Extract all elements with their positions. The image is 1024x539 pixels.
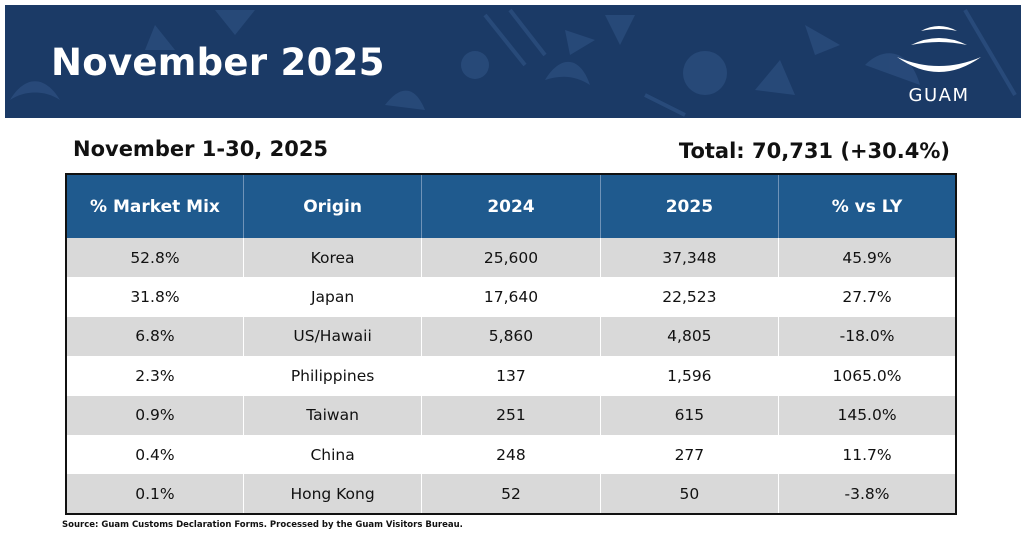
cell-origin: US/Hawaii	[243, 316, 423, 357]
guam-logo: GUAM	[887, 17, 991, 112]
column-header-2024: 2024	[421, 174, 601, 238]
cell-2025: 1,596	[600, 356, 780, 396]
table-row: 31.8% Japan 17,640 22,523 27.7%	[66, 277, 956, 317]
table-row: 2.3% Philippines 137 1,596 1065.0%	[66, 356, 956, 396]
logo-text: GUAM	[908, 85, 970, 106]
cell-2024: 251	[421, 395, 601, 435]
cell-vs-ly: 27.7%	[778, 277, 956, 317]
cell-market-mix: 2.3%	[66, 356, 244, 396]
cell-2024: 5,860	[421, 316, 601, 357]
cell-origin: China	[243, 434, 423, 475]
column-header-vs-ly: % vs LY	[778, 174, 956, 238]
cell-2024: 248	[421, 434, 601, 475]
cell-market-mix: 31.8%	[66, 277, 244, 317]
cell-2024: 25,600	[421, 238, 601, 278]
table-row: 0.1% Hong Kong 52 50 -3.8%	[66, 474, 956, 514]
table-row: 0.9% Taiwan 251 615 145.0%	[66, 395, 956, 435]
table-header-row: % Market Mix Origin 2024 2025 % vs LY	[66, 174, 956, 238]
table-row: 0.4% China 248 277 11.7%	[66, 434, 956, 475]
page-title: November 2025	[51, 41, 385, 84]
cell-2025: 37,348	[600, 238, 780, 278]
cell-vs-ly: 145.0%	[778, 395, 956, 435]
cell-market-mix: 0.1%	[66, 474, 244, 514]
cell-origin: Philippines	[243, 356, 423, 396]
cell-market-mix: 52.8%	[66, 238, 244, 278]
total-arrivals: Total: 70,731 (+30.4%)	[678, 139, 950, 163]
cell-2025: 615	[600, 395, 780, 435]
cell-vs-ly-negative: -3.8%	[778, 474, 956, 514]
cell-origin: Korea	[243, 238, 423, 278]
cell-origin: Japan	[243, 277, 423, 317]
cell-market-mix: 0.4%	[66, 434, 244, 475]
cell-vs-ly: 1065.0%	[778, 356, 956, 396]
cell-2024: 137	[421, 356, 601, 396]
header-banner: November 2025 GUAM	[5, 5, 1021, 118]
column-header-origin: Origin	[243, 174, 423, 238]
cell-2025: 50	[600, 474, 780, 514]
source-note: Source: Guam Customs Declaration Forms. …	[62, 520, 463, 530]
cell-vs-ly: 11.7%	[778, 434, 956, 475]
column-header-market-mix: % Market Mix	[66, 174, 244, 238]
column-header-2025: 2025	[600, 174, 780, 238]
table-row: 6.8% US/Hawaii 5,860 4,805 -18.0%	[66, 316, 956, 357]
cell-origin: Taiwan	[243, 395, 423, 435]
cell-market-mix: 0.9%	[66, 395, 244, 435]
cell-2025: 22,523	[600, 277, 780, 317]
cell-market-mix: 6.8%	[66, 316, 244, 357]
cell-origin: Hong Kong	[243, 474, 423, 514]
arrivals-table: % Market Mix Origin 2024 2025 % vs LY 52…	[65, 173, 957, 515]
tropical-pattern-background	[10, 8, 1017, 117]
table-row: 52.8% Korea 25,600 37,348 45.9%	[66, 238, 956, 278]
cell-2025: 4,805	[600, 316, 780, 357]
cell-2024: 52	[421, 474, 601, 514]
guam-wave-icon	[897, 26, 981, 72]
cell-2025: 277	[600, 434, 780, 475]
cell-2024: 17,640	[421, 277, 601, 317]
cell-vs-ly: 45.9%	[778, 238, 956, 278]
date-range: November 1-30, 2025	[73, 137, 329, 161]
cell-vs-ly-negative: -18.0%	[778, 316, 956, 357]
